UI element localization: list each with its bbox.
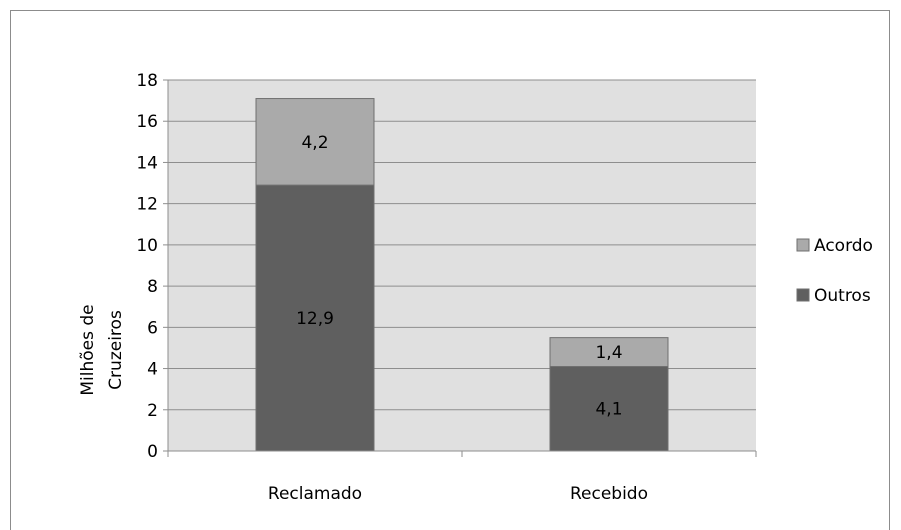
- bars: [255, 98, 669, 452]
- y-axis-title-line2: Cruzeiros: [106, 310, 126, 390]
- y-tick-label: 4: [147, 360, 158, 380]
- chart: 0 2 4 6 8 10 12 14 16 18 Reclamado Recebido 12,9 4,…: [78, 71, 873, 504]
- bar-acordo-reclamado: [255, 98, 375, 186]
- x-tick-label: Reclamado: [268, 484, 362, 504]
- legend-swatch-acordo: [796, 238, 810, 252]
- legend-swatch-outros: [796, 288, 810, 302]
- data-label: 12,9: [296, 309, 334, 329]
- bar-outros-reclamado: [255, 184, 375, 452]
- y-tick-label: 0: [147, 442, 158, 462]
- y-axis-title-line1: Milhões de: [78, 304, 98, 395]
- y-tick-label: 10: [136, 236, 158, 256]
- y-tick-label: 16: [136, 112, 158, 132]
- data-label: 4,1: [595, 400, 622, 420]
- y-tick-label: 8: [147, 277, 158, 297]
- y-tick-label: 6: [147, 318, 158, 338]
- y-tick-label: 14: [136, 153, 158, 173]
- x-tick-label: Recebido: [570, 484, 648, 504]
- data-labels: 12,9 4,2 4,1 1,4: [296, 133, 622, 420]
- data-label: 1,4: [595, 343, 622, 363]
- data-label: 4,2: [301, 133, 328, 153]
- legend: Acordo Outros: [796, 236, 873, 306]
- y-tick-label: 18: [136, 71, 158, 91]
- bar-acordo-recebido: [549, 337, 669, 367]
- y-tick-labels: 0 2 4 6 8 10 12 14 16 18: [136, 71, 158, 462]
- legend-label-acordo: Acordo: [814, 236, 873, 256]
- category-labels: Reclamado Recebido: [268, 484, 648, 504]
- legend-label-outros: Outros: [814, 286, 871, 306]
- axes: [167, 80, 757, 457]
- y-tick-label: 12: [136, 195, 158, 215]
- y-tick-label: 2: [147, 401, 158, 421]
